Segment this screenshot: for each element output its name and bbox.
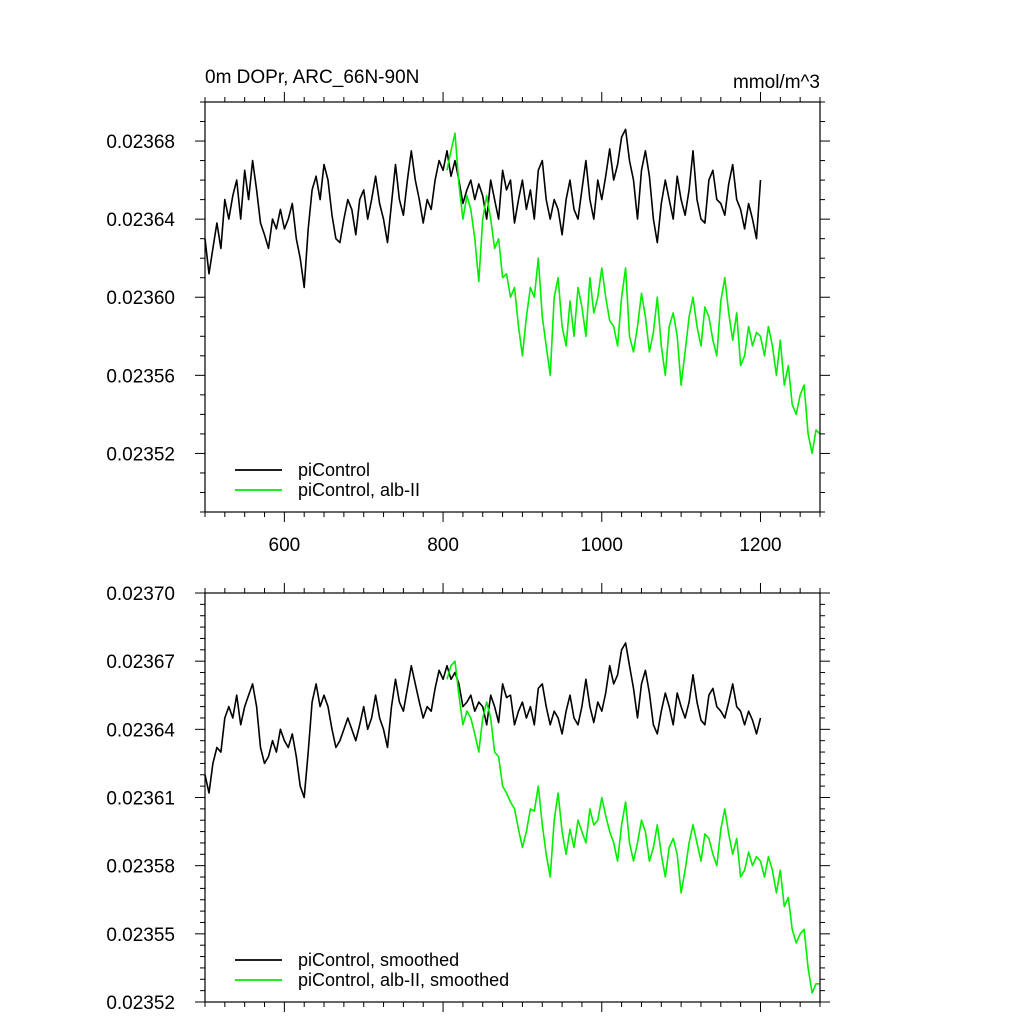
chart-panel-2: 0.02352 0.02355 0.02358 0.02361 0.02364 0.023… [106, 583, 830, 1014]
x-tick-label-1-600: 600 [269, 535, 301, 556]
y-tick-label-2-5: 0.02367 [106, 652, 175, 673]
y-tick-label-1-0: 0.02352 [106, 444, 175, 465]
legend-label-1-1: piControl [298, 460, 370, 480]
legend-label-2-2: piControl, alb-II, smoothed [298, 970, 509, 990]
y-tick-label-2-3: 0.02361 [106, 789, 175, 810]
series-line-1-2 [446, 132, 821, 455]
plot-frame-2 [204, 592, 821, 1003]
chart-title: 0m DOPr, ARC_66N-90N [205, 67, 419, 88]
series-line-2-2 [446, 660, 820, 994]
y-tick-label-1-2: 0.02360 [106, 288, 175, 309]
y-tick-label-1-3: 0.02364 [106, 210, 175, 231]
x-tick-label-1-1000: 1000 [581, 535, 623, 556]
y-tick-label-1-1: 0.02356 [106, 366, 175, 387]
plot-frame-1 [204, 101, 821, 513]
series-line-1-1 [204, 128, 762, 289]
legend-label-2-1: piControl, smoothed [298, 950, 459, 970]
chart-panel-1: 600 800 1000 1200 0.02352 0.02356 0.02360 0.023… [106, 67, 830, 556]
x-tick-label-1-1200: 1200 [739, 535, 781, 556]
y-tick-label-2-6: 0.02370 [106, 584, 175, 605]
legend-label-1-2: piControl, alb-II [298, 480, 420, 500]
x-tick-label-1-800: 800 [427, 535, 459, 556]
y-tick-label-2-0: 0.02352 [106, 993, 175, 1014]
y-tick-label-2-2: 0.02358 [106, 857, 175, 878]
series-line-2-1 [204, 642, 762, 799]
units-label: mmol/m^3 [733, 72, 820, 93]
y-tick-label-1-4: 0.02368 [106, 132, 175, 153]
y-tick-label-2-1: 0.02355 [106, 925, 175, 946]
y-tick-label-2-4: 0.02364 [106, 720, 175, 741]
